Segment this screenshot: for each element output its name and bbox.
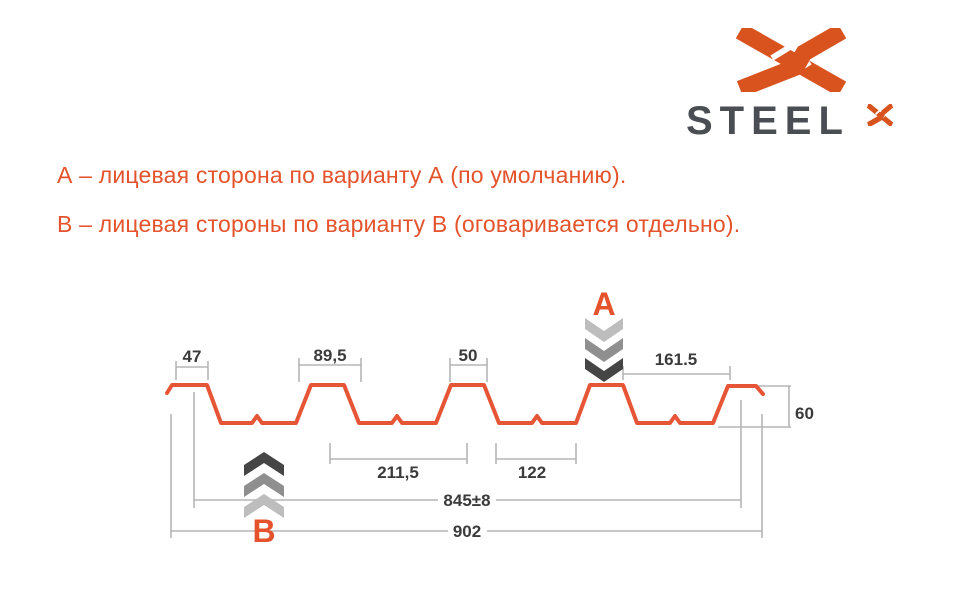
dim-60: 60	[718, 385, 814, 428]
dim-89-5: 89,5	[298, 346, 362, 382]
brand-name: STEEL	[686, 99, 850, 143]
marker-a-label: A	[592, 286, 615, 322]
chevron-down-dark-icon	[585, 358, 623, 382]
chevron-up-light-icon	[244, 494, 284, 518]
chevron-up-mid-icon	[244, 473, 284, 497]
note-variant-a: А – лицевая сторона по варианту А (по ум…	[57, 162, 627, 188]
chevron-down-light-icon	[585, 318, 623, 342]
dim-845: 845±8	[193, 392, 742, 510]
steelx-logo-icon	[735, 28, 847, 92]
dim-50-lines	[449, 358, 488, 382]
dim-60-lines	[718, 385, 791, 428]
note-variant-b: В – лицевая стороны по варианту В (огова…	[57, 211, 741, 237]
dim-122-lines	[495, 443, 577, 464]
chevron-up-dark-icon	[244, 452, 284, 476]
dim-902-label: 902	[453, 522, 481, 541]
dim-122-label: 122	[518, 463, 546, 482]
dim-902: 902	[170, 414, 763, 541]
dim-60-label: 60	[795, 404, 814, 423]
dim-211-5: 211,5	[329, 443, 468, 482]
dim-845-label: 845±8	[443, 491, 490, 510]
dim-47-lines	[175, 361, 209, 380]
dim-47: 47	[175, 347, 209, 380]
dim-211-5-lines	[329, 443, 468, 464]
chevron-down-mid-icon	[585, 338, 623, 362]
marker-b: B	[244, 452, 284, 549]
dim-211-5-label: 211,5	[377, 463, 419, 482]
dim-50: 50	[449, 346, 488, 382]
logo-x-ribbon	[736, 28, 847, 92]
dim-89-5-label: 89,5	[313, 346, 346, 365]
dim-50-label: 50	[459, 346, 478, 365]
dim-122: 122	[495, 443, 577, 482]
marker-a: A	[585, 286, 623, 382]
dim-845-lines	[193, 392, 742, 508]
dim-161-5-label: 161.5	[655, 350, 698, 369]
marker-b-label: B	[252, 513, 275, 549]
dim-161-5: 161.5	[622, 350, 731, 380]
dim-902-lines	[170, 414, 763, 538]
dim-89-5-lines	[298, 358, 362, 382]
logo-x-cut	[770, 39, 800, 61]
dim-47-label: 47	[183, 347, 202, 366]
profile-outline	[165, 383, 765, 425]
